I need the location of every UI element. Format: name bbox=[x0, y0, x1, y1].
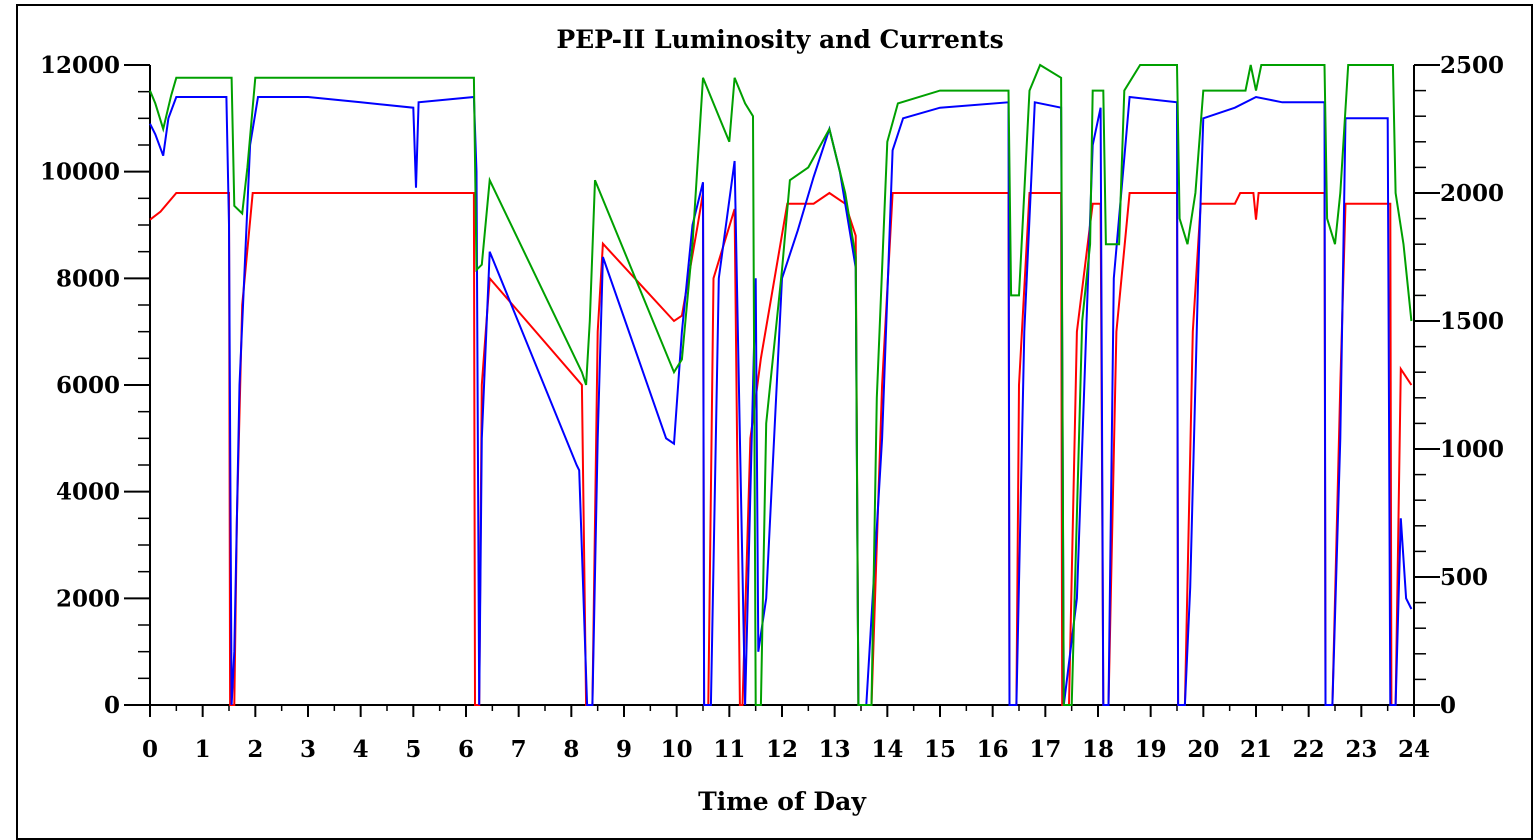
x-tick-label: 24 bbox=[1398, 736, 1430, 763]
y-tick-label-left: 8000 bbox=[56, 265, 120, 292]
y-tick-label-left: 12000 bbox=[40, 52, 120, 79]
y-tick-label-right: 500 bbox=[1440, 564, 1488, 591]
y-tick-label-left: 0 bbox=[104, 692, 120, 719]
x-tick-label: 9 bbox=[616, 736, 632, 763]
x-tick-label: 4 bbox=[353, 736, 369, 763]
y-tick-label-left: 4000 bbox=[56, 479, 120, 506]
green-series-line bbox=[149, 63, 1413, 706]
y-tick-label-right: 1500 bbox=[1440, 308, 1504, 335]
plot-area: 0 1 2 3 4 5 6 7 8 9 10 11 12 13 14 15 16 17 18 19 20 21 22 23 24… bbox=[40, 52, 1504, 763]
x-tick-label: 11 bbox=[713, 736, 745, 763]
x-tick-label: 13 bbox=[819, 736, 851, 763]
x-tick-label: 3 bbox=[300, 736, 316, 763]
x-tick-label: 14 bbox=[871, 736, 903, 763]
x-tick-label: 21 bbox=[1240, 736, 1272, 763]
x-tick-label: 12 bbox=[766, 736, 798, 763]
x-tick-label: 8 bbox=[563, 736, 579, 763]
x-tick-label: 22 bbox=[1293, 736, 1325, 763]
y-tick-label-right: 0 bbox=[1440, 692, 1456, 719]
blue-series-line bbox=[149, 95, 1413, 706]
y-tick-label-left: 6000 bbox=[56, 372, 120, 399]
x-tick-label: 20 bbox=[1187, 736, 1219, 763]
x-tick-label: 2 bbox=[247, 736, 263, 763]
x-tick-label: 7 bbox=[511, 736, 527, 763]
y-tick-label-left: 10000 bbox=[40, 159, 120, 186]
y-tick-label-right: 2000 bbox=[1440, 180, 1504, 207]
red-series-line bbox=[149, 191, 1413, 706]
y-tick-label-left: 2000 bbox=[56, 585, 120, 612]
x-axis-label: Time of Day bbox=[698, 787, 867, 816]
x-tick-label: 18 bbox=[1082, 736, 1114, 763]
x-tick-label: 0 bbox=[142, 736, 158, 763]
x-tick-label: 16 bbox=[977, 736, 1009, 763]
x-tick-label: 17 bbox=[1029, 736, 1061, 763]
y-tick-label-right: 2500 bbox=[1440, 52, 1504, 79]
x-tick-label: 5 bbox=[405, 736, 421, 763]
x-tick-label: 19 bbox=[1135, 736, 1167, 763]
x-tick-label: 6 bbox=[458, 736, 474, 763]
x-tick-label: 1 bbox=[195, 736, 211, 763]
x-tick-label: 10 bbox=[661, 736, 693, 763]
y-tick-label-right: 1000 bbox=[1440, 436, 1504, 463]
x-tick-label: 23 bbox=[1345, 736, 1377, 763]
chart-title: PEP-II Luminosity and Currents bbox=[556, 25, 1003, 54]
x-tick-label: 15 bbox=[924, 736, 956, 763]
